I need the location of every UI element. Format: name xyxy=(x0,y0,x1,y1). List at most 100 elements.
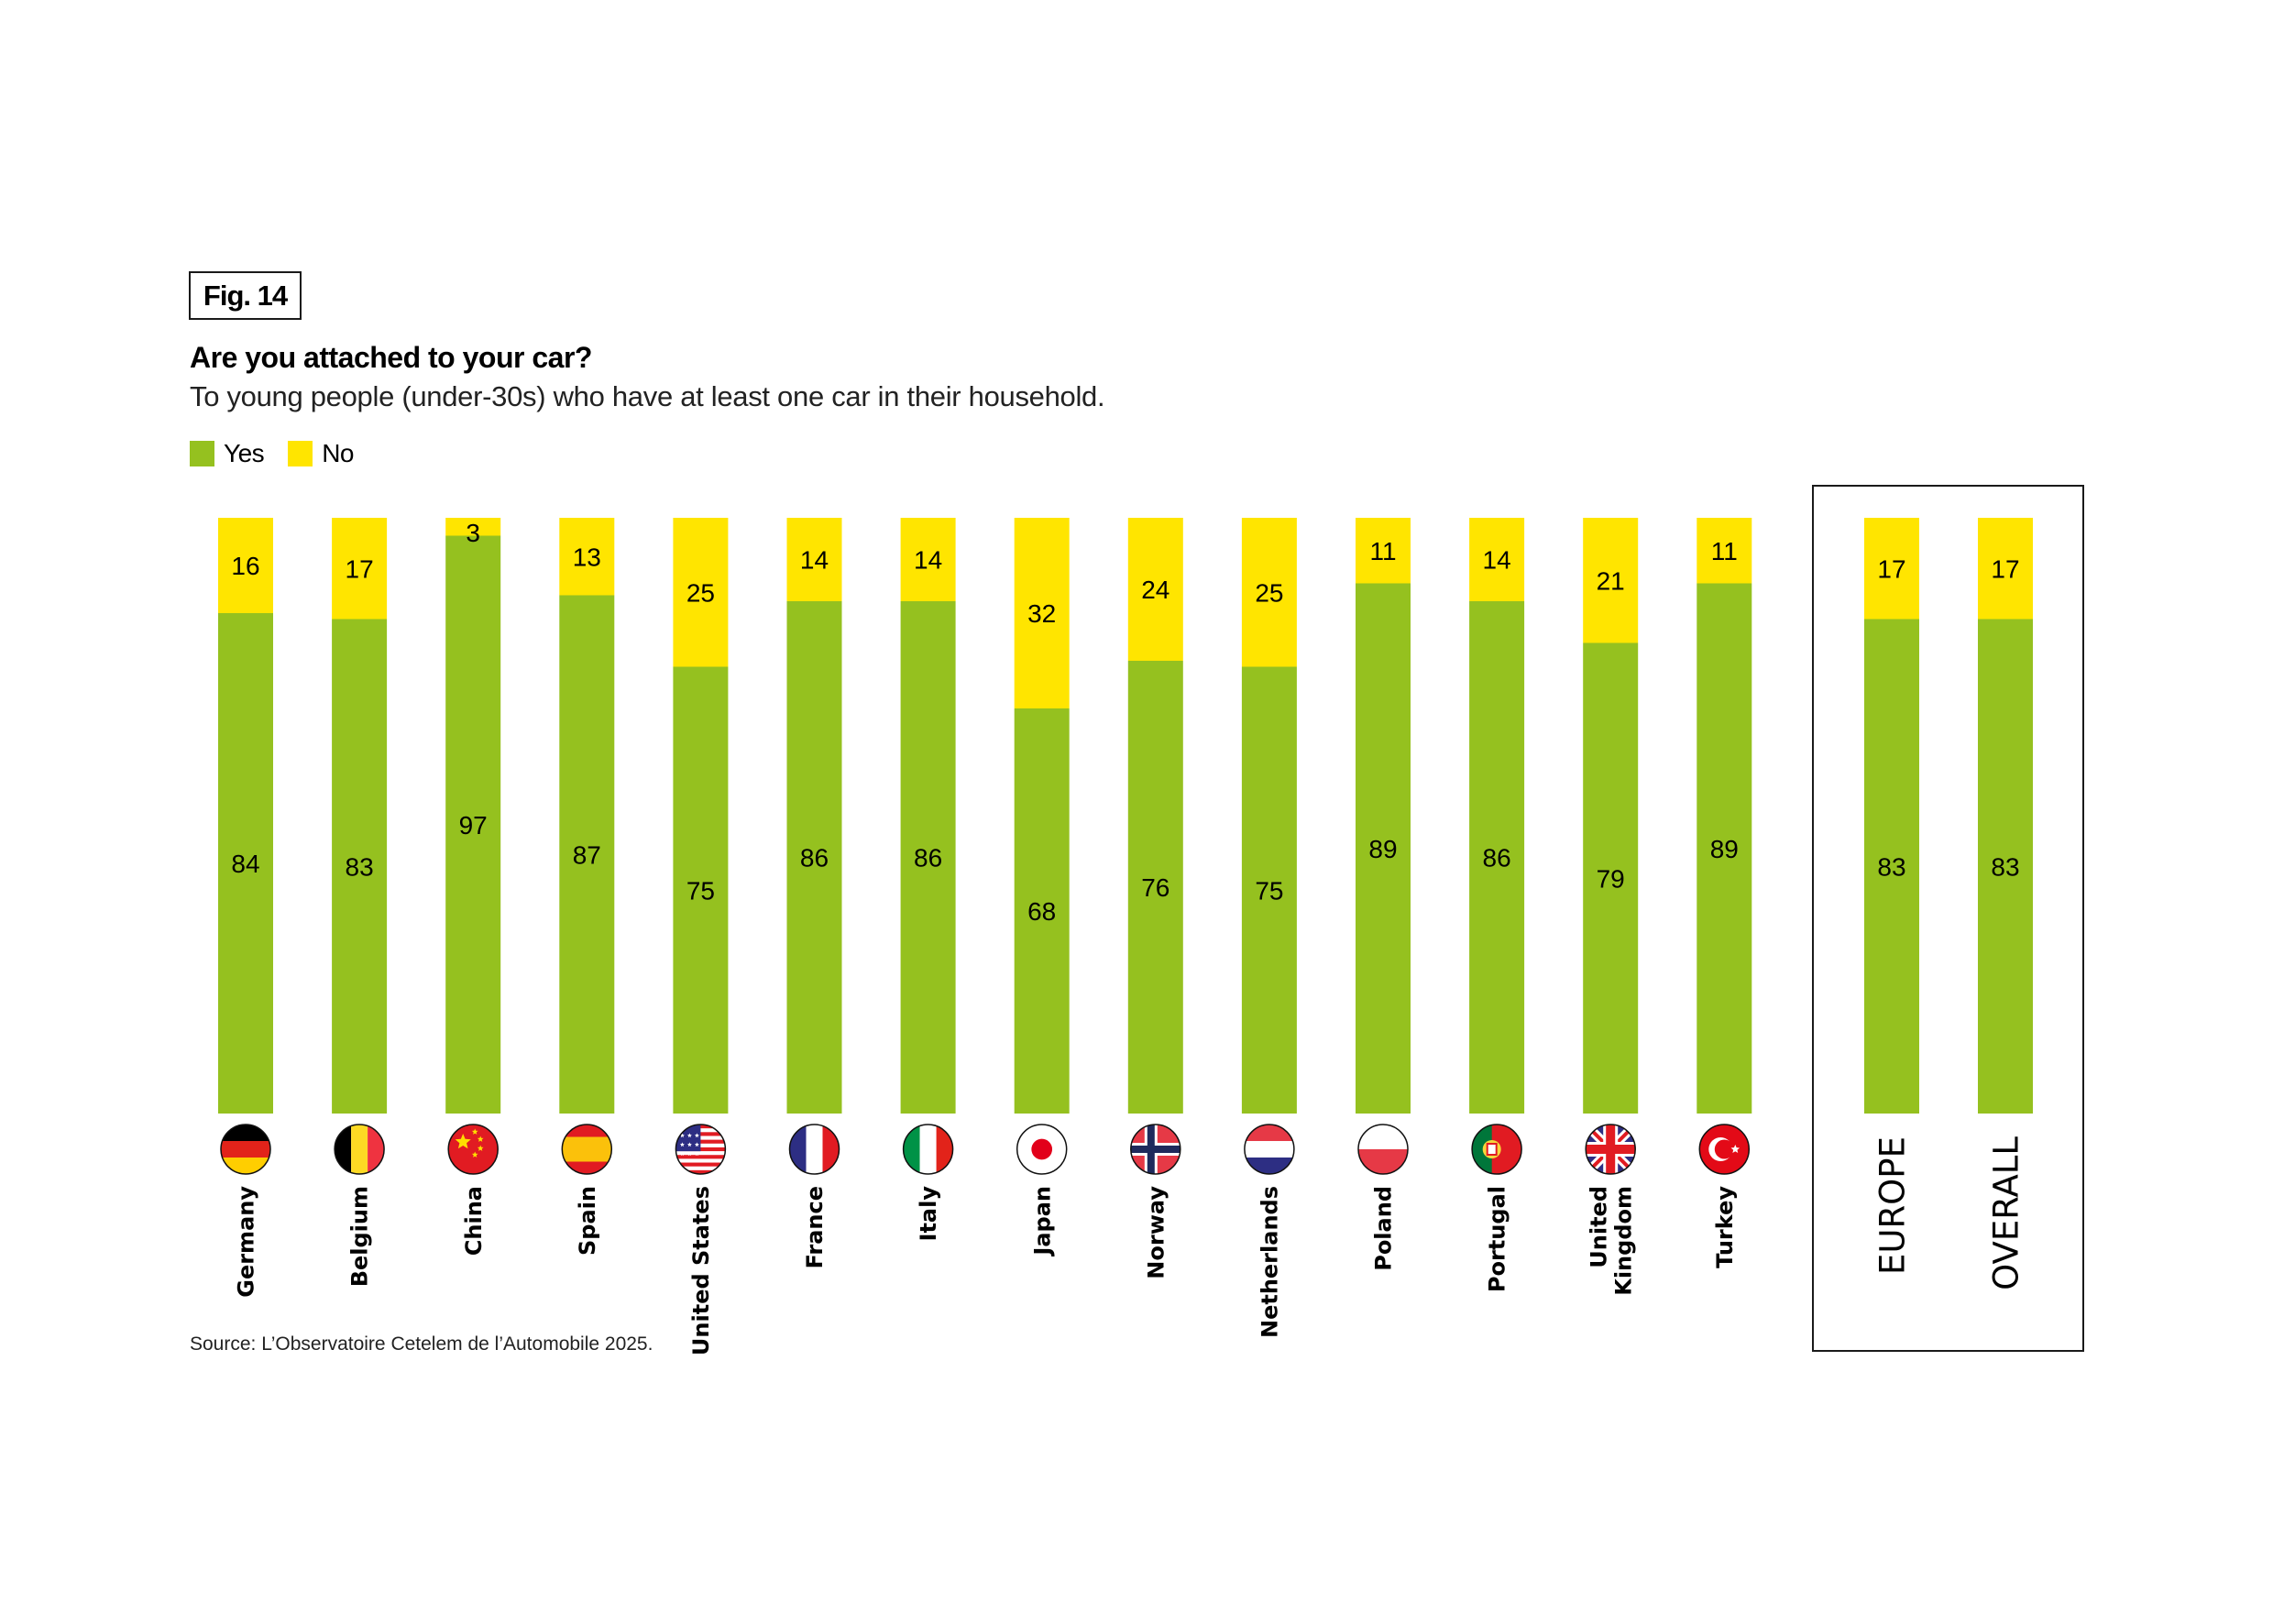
chart-subtitle: To young people (under-30s) who have at … xyxy=(190,380,1105,412)
turkey-flag-icon xyxy=(1698,1124,1751,1175)
bar-segment-yes xyxy=(1127,661,1183,1114)
data-label-yes: 89 xyxy=(1710,835,1739,863)
japan-flag-icon xyxy=(1016,1124,1068,1175)
bar-group-turkey: 11 89 Turkey xyxy=(1697,518,1752,1268)
bar-group-united-kingdom: 21 79 UnitedKingdom xyxy=(1583,518,1639,1296)
legend: Yes No xyxy=(190,439,378,468)
data-label-yes: 86 xyxy=(1483,844,1511,872)
bar-segment-no xyxy=(332,518,388,620)
bar-group-portugal: 14 86 Portugal xyxy=(1469,518,1525,1292)
data-label-no: 17 xyxy=(1991,554,2019,583)
data-label-yes: 83 xyxy=(1877,852,1905,881)
bar-segment-yes xyxy=(673,666,729,1114)
bar-group-united-states: 25 75 United States xyxy=(673,518,729,1355)
data-label-yes: 76 xyxy=(1141,873,1169,902)
data-label-yes: 87 xyxy=(573,840,601,869)
category-label: OVERALL xyxy=(1986,1136,2026,1290)
category-label: Netherlands xyxy=(1257,1186,1283,1338)
bar-segment-no xyxy=(900,518,956,601)
category-label: Norway xyxy=(1143,1186,1169,1279)
legend-item-no: No xyxy=(288,439,354,468)
data-label-no: 17 xyxy=(346,554,374,583)
spain-flag-icon xyxy=(561,1124,613,1175)
bar-group-italy: 14 86 Italy xyxy=(900,518,956,1242)
bar-segment-no xyxy=(673,518,729,667)
italy-flag-icon xyxy=(902,1124,954,1175)
data-label-no: 32 xyxy=(1027,599,1056,628)
bar-segment-yes xyxy=(218,613,273,1114)
data-label-no: 11 xyxy=(1711,537,1738,565)
bar-segment-yes xyxy=(332,619,388,1114)
belgium-flag-icon xyxy=(334,1124,385,1175)
bar-segment-yes xyxy=(786,601,842,1114)
bar-group-norway: 24 76 Norway xyxy=(1127,518,1183,1279)
bar-segment-no xyxy=(1978,518,2033,620)
bar-group-belgium: 17 83 Belgium xyxy=(332,518,388,1287)
legend-label-yes: Yes xyxy=(224,439,265,467)
data-label-yes: 86 xyxy=(914,844,942,872)
data-label-yes: 83 xyxy=(346,852,374,881)
bar-segment-no xyxy=(559,518,615,596)
bar-segment-yes xyxy=(1356,583,1411,1114)
bar-segment-no xyxy=(1127,518,1183,661)
data-label-yes: 68 xyxy=(1027,897,1056,926)
china-flag-icon xyxy=(447,1124,499,1175)
data-label-no: 25 xyxy=(1255,578,1283,607)
france-flag-icon xyxy=(788,1124,840,1175)
bar-segment-yes xyxy=(1241,666,1297,1114)
category-label: UnitedKingdom xyxy=(1586,1186,1636,1296)
bar-segment-yes xyxy=(900,601,956,1114)
category-label: Italy xyxy=(916,1186,941,1242)
bar-segment-yes xyxy=(1469,601,1525,1114)
bar-segment-yes xyxy=(445,535,501,1114)
category-label: Germany xyxy=(234,1186,259,1298)
data-label-yes: 75 xyxy=(686,876,715,905)
data-label-yes: 97 xyxy=(459,811,488,839)
usa-flag-icon xyxy=(675,1124,727,1175)
portugal-flag-icon xyxy=(1471,1124,1522,1175)
bar-segment-no xyxy=(1469,518,1525,601)
data-label-no: 13 xyxy=(573,543,601,571)
data-label-no: 21 xyxy=(1597,566,1625,595)
category-label: Turkey xyxy=(1712,1186,1738,1268)
data-label-no: 25 xyxy=(686,578,715,607)
data-label-no: 14 xyxy=(800,546,829,575)
bar-segment-no xyxy=(445,518,501,536)
bar-group-overall: 17 83 OVERALL xyxy=(1978,518,2033,1290)
chart-title: Are you attached to your car? xyxy=(190,341,592,374)
data-label-no: 14 xyxy=(914,546,942,575)
data-label-yes: 79 xyxy=(1597,864,1625,893)
germany-flag-icon xyxy=(220,1124,271,1175)
bar-segment-no xyxy=(786,518,842,601)
data-label-yes: 89 xyxy=(1368,835,1397,863)
legend-swatch-yes xyxy=(190,441,214,466)
category-label: Poland xyxy=(1371,1186,1397,1271)
bar-segment-no xyxy=(1864,518,1919,620)
data-label-no: 24 xyxy=(1141,576,1169,604)
bar-segment-yes xyxy=(1583,642,1639,1114)
source-note: Source: L’Observatoire Cetelem de l’Auto… xyxy=(190,1333,653,1355)
bar-segment-no xyxy=(1356,518,1411,584)
poland-flag-icon xyxy=(1357,1124,1409,1175)
legend-label-no: No xyxy=(322,439,354,467)
bar-segment-yes xyxy=(1697,583,1752,1114)
netherlands-flag-icon xyxy=(1244,1124,1295,1175)
data-label-no: 3 xyxy=(466,519,480,547)
bar-group-germany: 16 84 Germany xyxy=(218,518,273,1298)
data-label-yes: 84 xyxy=(231,850,259,878)
category-label: Spain xyxy=(575,1186,600,1256)
bar-group-poland: 11 89 Poland xyxy=(1356,518,1411,1271)
bar-group-spain: 13 87 Spain xyxy=(559,518,615,1256)
data-label-yes: 83 xyxy=(1991,852,2019,881)
bar-segment-no xyxy=(1583,518,1639,643)
bar-group-japan: 32 68 Japan xyxy=(1014,518,1070,1257)
bar-segment-no xyxy=(1697,518,1752,584)
bar-segment-no xyxy=(1241,518,1297,667)
category-label: China xyxy=(461,1186,487,1256)
data-label-no: 14 xyxy=(1483,546,1511,575)
category-label: Japan xyxy=(1029,1186,1055,1257)
data-label-yes: 86 xyxy=(800,844,829,872)
category-label: France xyxy=(802,1186,828,1268)
data-label-no: 17 xyxy=(1877,554,1905,583)
